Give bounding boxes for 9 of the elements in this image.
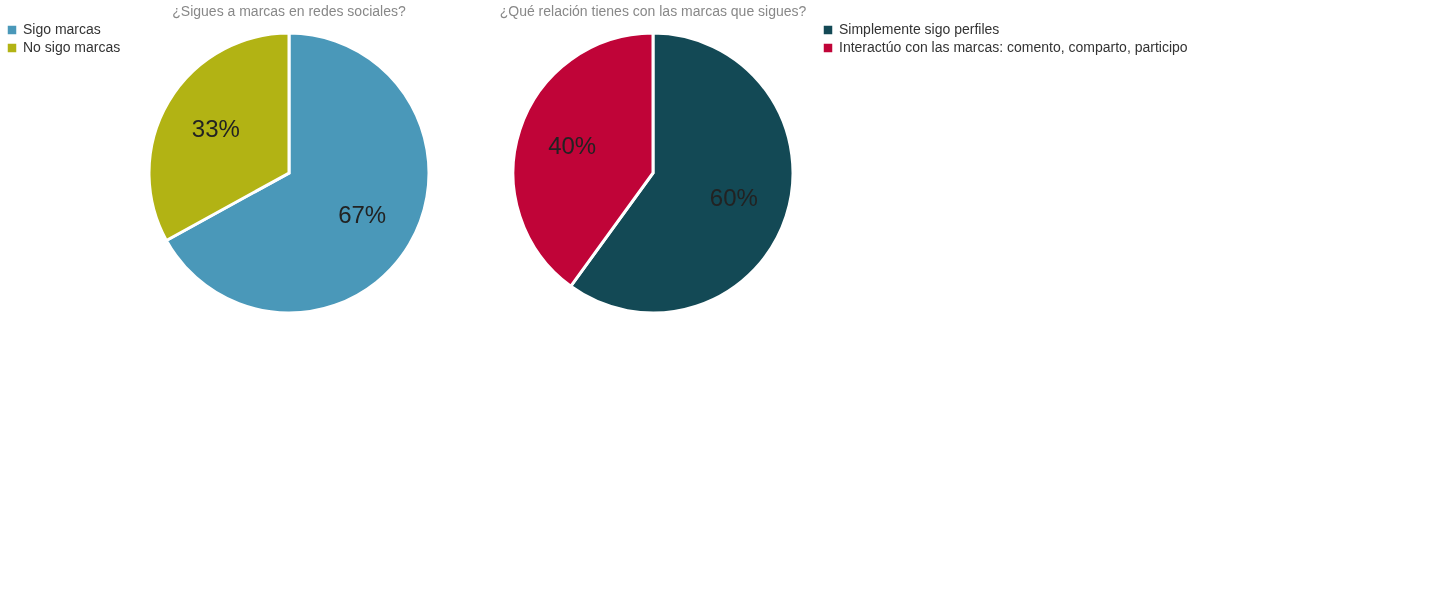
data-label: 33% bbox=[191, 114, 240, 142]
legend-label: Sigo marcas bbox=[23, 21, 101, 37]
chart-title: ¿Sigues a marcas en redes sociales? bbox=[172, 3, 406, 19]
legend-label: Simplemente sigo perfiles bbox=[839, 21, 1000, 37]
data-label: 40% bbox=[548, 131, 597, 159]
legend-label: No sigo marcas bbox=[23, 39, 121, 55]
legend-label: Interactúo con las marcas: comento, comparto, participo bbox=[839, 39, 1188, 55]
data-label: 67% bbox=[338, 201, 387, 229]
chart-title: ¿Qué relación tienes con las marcas que sigues? bbox=[499, 3, 807, 19]
